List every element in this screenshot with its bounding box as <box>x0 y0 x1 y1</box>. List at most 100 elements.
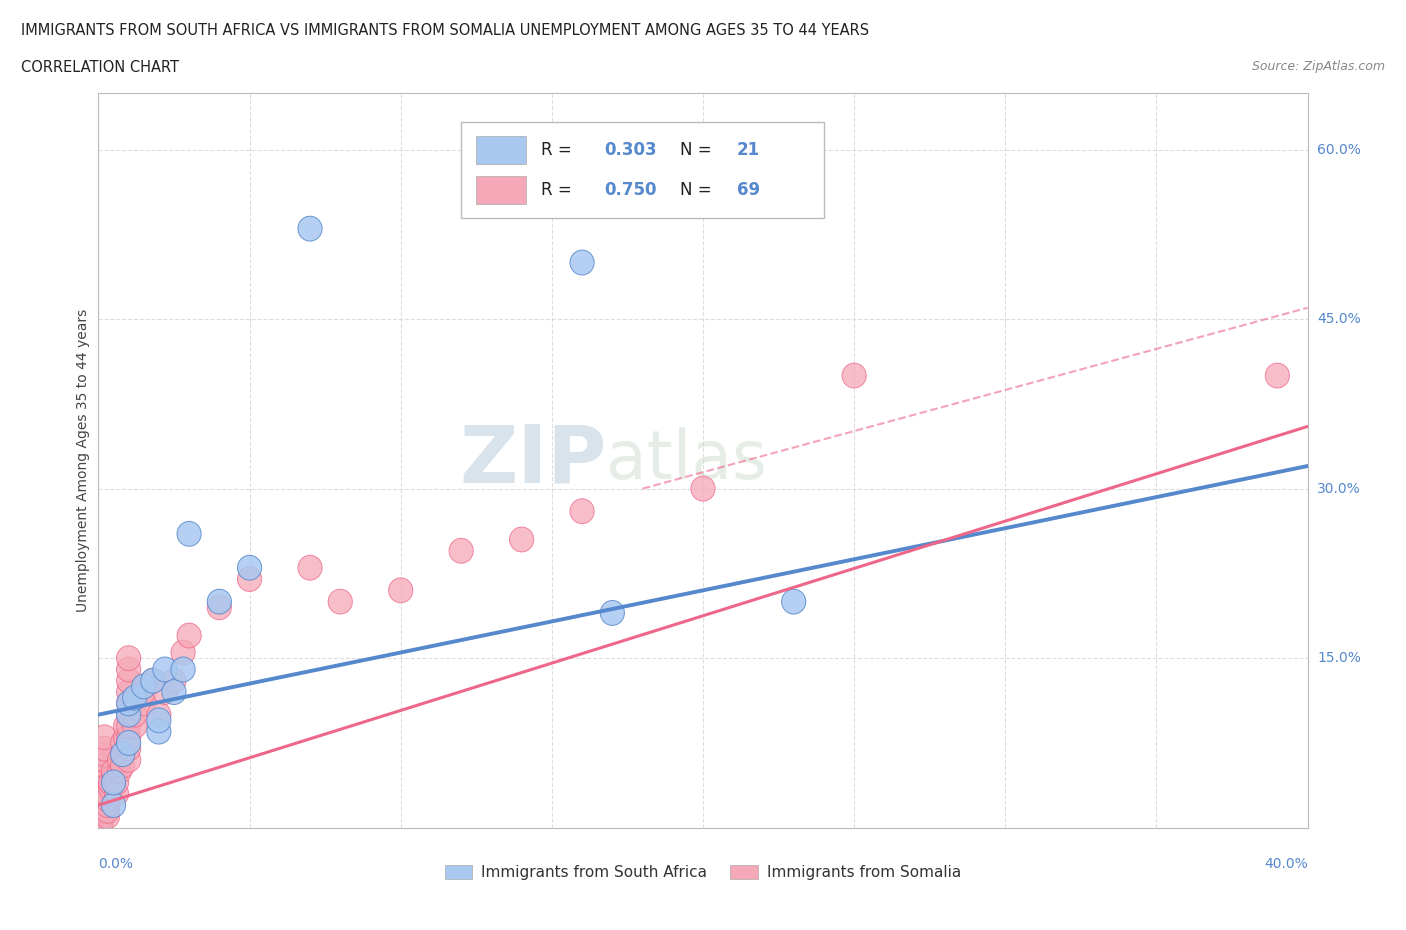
Ellipse shape <box>111 742 135 766</box>
Ellipse shape <box>93 748 117 772</box>
Ellipse shape <box>96 787 120 812</box>
Ellipse shape <box>1265 363 1289 388</box>
Ellipse shape <box>96 781 120 806</box>
Ellipse shape <box>132 691 156 716</box>
Ellipse shape <box>842 363 866 388</box>
Ellipse shape <box>172 657 195 682</box>
Text: R =: R = <box>541 181 576 199</box>
Text: 30.0%: 30.0% <box>1317 482 1361 496</box>
Ellipse shape <box>93 770 117 795</box>
Text: CORRELATION CHART: CORRELATION CHART <box>21 60 179 75</box>
Ellipse shape <box>117 691 141 716</box>
Ellipse shape <box>93 764 117 790</box>
Ellipse shape <box>90 810 114 834</box>
Ellipse shape <box>782 590 806 614</box>
Ellipse shape <box>90 781 114 806</box>
Ellipse shape <box>238 555 262 580</box>
Ellipse shape <box>122 713 146 738</box>
Text: atlas: atlas <box>606 428 768 493</box>
Ellipse shape <box>96 798 120 823</box>
Text: 0.0%: 0.0% <box>98 857 134 871</box>
Ellipse shape <box>117 680 141 705</box>
Ellipse shape <box>298 555 322 580</box>
Ellipse shape <box>172 640 195 665</box>
Ellipse shape <box>107 759 132 784</box>
FancyBboxPatch shape <box>475 137 526 165</box>
Ellipse shape <box>146 708 172 733</box>
Ellipse shape <box>90 798 114 823</box>
Ellipse shape <box>93 724 117 750</box>
Ellipse shape <box>117 645 141 671</box>
Ellipse shape <box>162 680 186 705</box>
Ellipse shape <box>298 216 322 241</box>
Y-axis label: Unemployment Among Ages 35 to 44 years: Unemployment Among Ages 35 to 44 years <box>76 309 90 612</box>
Ellipse shape <box>117 737 141 761</box>
Ellipse shape <box>117 657 141 682</box>
Text: N =: N = <box>681 181 717 199</box>
Text: ZIP: ZIP <box>458 421 606 499</box>
Text: 15.0%: 15.0% <box>1317 651 1361 665</box>
Ellipse shape <box>509 527 534 551</box>
Ellipse shape <box>98 770 122 795</box>
Ellipse shape <box>117 748 141 772</box>
Ellipse shape <box>101 792 125 817</box>
Ellipse shape <box>111 742 135 766</box>
Ellipse shape <box>90 776 114 801</box>
Ellipse shape <box>111 730 135 755</box>
Ellipse shape <box>96 792 120 817</box>
Ellipse shape <box>107 748 132 772</box>
Ellipse shape <box>90 787 114 812</box>
Ellipse shape <box>98 776 122 801</box>
Ellipse shape <box>90 810 114 834</box>
Ellipse shape <box>96 804 120 829</box>
Ellipse shape <box>93 742 117 766</box>
Ellipse shape <box>117 724 141 750</box>
Ellipse shape <box>93 737 117 761</box>
Text: 0.303: 0.303 <box>603 141 657 159</box>
Ellipse shape <box>90 781 114 806</box>
Ellipse shape <box>600 601 624 625</box>
Text: 0.750: 0.750 <box>603 181 657 199</box>
Ellipse shape <box>114 713 138 738</box>
Ellipse shape <box>569 498 595 524</box>
Ellipse shape <box>90 804 114 829</box>
Ellipse shape <box>177 522 201 546</box>
Ellipse shape <box>90 792 114 817</box>
Ellipse shape <box>101 759 125 784</box>
Ellipse shape <box>238 566 262 591</box>
Ellipse shape <box>117 702 141 727</box>
Text: IMMIGRANTS FROM SOUTH AFRICA VS IMMIGRANTS FROM SOMALIA UNEMPLOYMENT AMONG AGES : IMMIGRANTS FROM SOUTH AFRICA VS IMMIGRAN… <box>21 23 869 38</box>
Ellipse shape <box>153 680 177 705</box>
Text: R =: R = <box>541 141 576 159</box>
Ellipse shape <box>146 702 172 727</box>
Text: 40.0%: 40.0% <box>1264 857 1308 871</box>
Ellipse shape <box>101 764 125 790</box>
Text: Source: ZipAtlas.com: Source: ZipAtlas.com <box>1251 60 1385 73</box>
Ellipse shape <box>117 702 141 727</box>
Ellipse shape <box>328 590 353 614</box>
Ellipse shape <box>104 770 129 795</box>
Ellipse shape <box>122 685 146 711</box>
Ellipse shape <box>111 753 135 778</box>
Ellipse shape <box>162 669 186 693</box>
Ellipse shape <box>90 810 114 834</box>
Ellipse shape <box>93 759 117 784</box>
Ellipse shape <box>177 623 201 648</box>
Ellipse shape <box>153 657 177 682</box>
Ellipse shape <box>569 250 595 275</box>
Ellipse shape <box>449 538 474 564</box>
Text: N =: N = <box>681 141 717 159</box>
Text: 69: 69 <box>737 181 761 199</box>
Text: 45.0%: 45.0% <box>1317 312 1361 326</box>
Ellipse shape <box>141 669 165 693</box>
Ellipse shape <box>101 770 125 795</box>
Ellipse shape <box>117 713 141 738</box>
Ellipse shape <box>207 590 232 614</box>
Ellipse shape <box>90 804 114 829</box>
Ellipse shape <box>141 669 165 693</box>
Ellipse shape <box>690 476 716 501</box>
Ellipse shape <box>93 753 117 778</box>
Ellipse shape <box>132 680 156 705</box>
FancyBboxPatch shape <box>461 123 824 218</box>
Ellipse shape <box>388 578 413 603</box>
